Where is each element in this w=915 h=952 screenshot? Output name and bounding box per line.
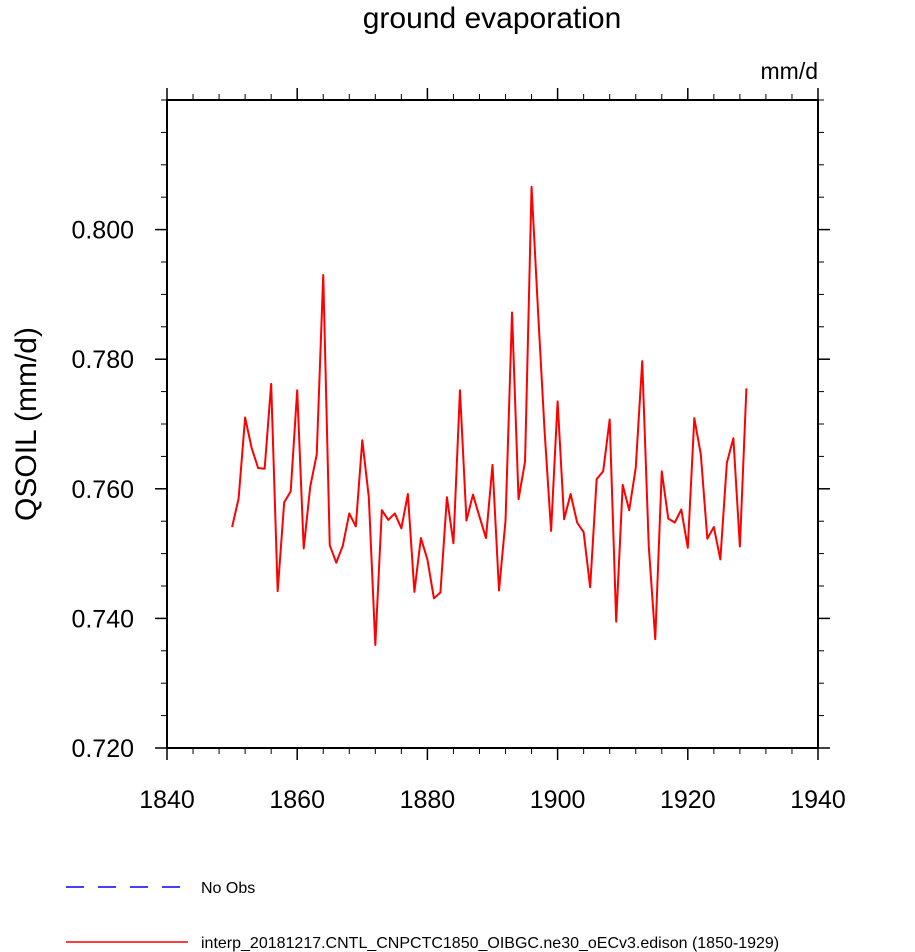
y-tick-labels: 0.720 0.740 0.760 0.780 0.800 bbox=[71, 217, 134, 763]
units-label: mm/d bbox=[761, 58, 819, 84]
x-tick-labels: 1840 1860 1880 1900 1920 1940 bbox=[139, 786, 846, 814]
major-ticks bbox=[155, 88, 830, 760]
series-line bbox=[231, 185, 748, 646]
y-tick-label: 0.800 bbox=[71, 217, 134, 245]
legend: No Obs interp_20181217.CNTL_CNPCTC1850_OI… bbox=[66, 880, 779, 952]
y-axis-label: QSOIL (mm/d) bbox=[10, 327, 43, 521]
x-tick-label: 1900 bbox=[530, 786, 586, 814]
x-tick-label: 1940 bbox=[790, 786, 846, 814]
x-tick-label: 1860 bbox=[269, 786, 325, 814]
chart-title: ground evaporation bbox=[363, 2, 622, 35]
minor-ticks bbox=[161, 94, 824, 754]
y-tick-label: 0.720 bbox=[71, 735, 134, 763]
legend-label: interp_20181217.CNTL_CNPCTC1850_OIBGC.ne… bbox=[201, 935, 779, 952]
y-tick-label: 0.780 bbox=[71, 346, 134, 374]
y-tick-label: 0.760 bbox=[71, 476, 134, 504]
x-tick-label: 1840 bbox=[139, 786, 195, 814]
x-tick-label: 1880 bbox=[400, 786, 456, 814]
series-group bbox=[231, 185, 748, 646]
x-tick-label: 1920 bbox=[660, 786, 716, 814]
plot-frame bbox=[166, 99, 819, 749]
y-tick-label: 0.740 bbox=[71, 605, 134, 633]
legend-label: No Obs bbox=[201, 880, 255, 897]
